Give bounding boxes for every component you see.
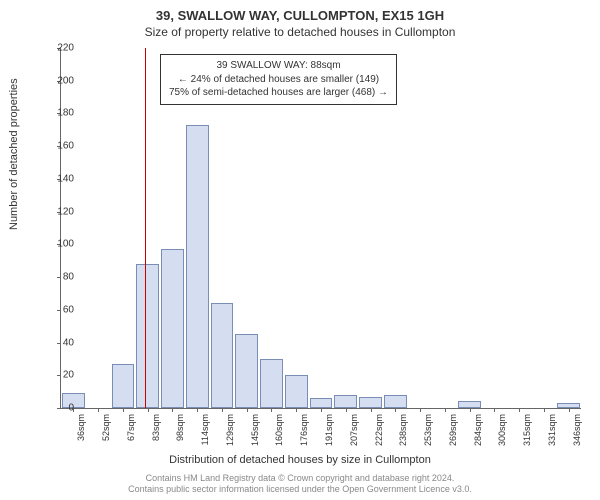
- xtick-label: 222sqm: [374, 414, 384, 446]
- xtick-label: 114sqm: [200, 414, 210, 445]
- ytick-label: 140: [44, 173, 74, 184]
- xtick-label: 176sqm: [299, 414, 309, 446]
- page-subtitle: Size of property relative to detached ho…: [0, 23, 600, 45]
- xtick-label: 238sqm: [398, 414, 408, 446]
- xtick-mark: [222, 408, 223, 412]
- xtick-mark: [271, 408, 272, 412]
- histogram-bar: [112, 364, 135, 408]
- histogram-bar: [260, 359, 283, 408]
- xtick-mark: [569, 408, 570, 412]
- xtick-label: 129sqm: [225, 414, 235, 446]
- histogram-bar: [359, 397, 382, 408]
- xtick-mark: [371, 408, 372, 412]
- xtick-label: 52sqm: [101, 414, 111, 441]
- ytick-label: 40: [44, 337, 74, 348]
- y-axis-label: Number of detached properties: [8, 78, 20, 230]
- histogram-bar: [211, 303, 234, 408]
- info-box: 39 SWALLOW WAY: 88sqm ← 24% of detached …: [160, 54, 397, 105]
- info-line-2: ← 24% of detached houses are smaller (14…: [169, 73, 388, 87]
- xtick-label: 253sqm: [423, 414, 433, 446]
- ytick-label: 100: [44, 239, 74, 250]
- page-title: 39, SWALLOW WAY, CULLOMPTON, EX15 1GH: [0, 0, 600, 23]
- xtick-mark: [494, 408, 495, 412]
- xtick-label: 191sqm: [324, 414, 334, 446]
- xtick-mark: [148, 408, 149, 412]
- histogram-bar: [334, 395, 357, 408]
- xtick-label: 36sqm: [76, 414, 86, 441]
- xtick-label: 145sqm: [250, 414, 260, 446]
- xtick-mark: [172, 408, 173, 412]
- ytick-label: 20: [44, 370, 74, 381]
- histogram-bar: [136, 264, 159, 408]
- footer-line-1: Contains HM Land Registry data © Crown c…: [0, 473, 600, 485]
- xtick-label: 331sqm: [547, 414, 557, 446]
- x-axis-label: Distribution of detached houses by size …: [0, 454, 600, 466]
- xtick-mark: [470, 408, 471, 412]
- histogram-bar: [186, 125, 209, 408]
- info-line-3: 75% of semi-detached houses are larger (…: [169, 86, 388, 100]
- xtick-mark: [321, 408, 322, 412]
- xtick-label: 83sqm: [151, 414, 161, 441]
- xtick-label: 98sqm: [175, 414, 185, 441]
- ytick-label: 0: [44, 403, 74, 414]
- xtick-mark: [395, 408, 396, 412]
- histogram-bar: [285, 375, 308, 408]
- ytick-label: 220: [44, 43, 74, 54]
- xtick-label: 207sqm: [349, 414, 359, 446]
- xtick-mark: [544, 408, 545, 412]
- xtick-label: 269sqm: [448, 414, 458, 446]
- info-line-1: 39 SWALLOW WAY: 88sqm: [169, 59, 388, 73]
- xtick-label: 284sqm: [473, 414, 483, 446]
- xtick-label: 67sqm: [126, 414, 136, 441]
- ytick-label: 180: [44, 108, 74, 119]
- ytick-label: 200: [44, 75, 74, 86]
- footer-line-2: Contains public sector information licen…: [0, 484, 600, 496]
- histogram-bar: [161, 249, 184, 408]
- chart-container: 36sqm52sqm67sqm83sqm98sqm114sqm129sqm145…: [60, 48, 580, 408]
- xtick-mark: [420, 408, 421, 412]
- xtick-mark: [247, 408, 248, 412]
- xtick-mark: [123, 408, 124, 412]
- ytick-label: 80: [44, 272, 74, 283]
- xtick-label: 160sqm: [274, 414, 284, 446]
- ytick-label: 160: [44, 141, 74, 152]
- histogram-bar: [310, 398, 333, 408]
- xtick-label: 315sqm: [522, 414, 532, 446]
- ytick-label: 120: [44, 206, 74, 217]
- xtick-mark: [519, 408, 520, 412]
- xtick-label: 300sqm: [497, 414, 507, 446]
- xtick-label: 346sqm: [572, 414, 582, 446]
- xtick-mark: [98, 408, 99, 412]
- reference-line: [145, 48, 146, 408]
- xtick-mark: [346, 408, 347, 412]
- xtick-mark: [296, 408, 297, 412]
- xtick-mark: [197, 408, 198, 412]
- footer: Contains HM Land Registry data © Crown c…: [0, 473, 600, 496]
- ytick-label: 60: [44, 304, 74, 315]
- xtick-mark: [445, 408, 446, 412]
- histogram-bar: [384, 395, 407, 408]
- histogram-bar: [235, 334, 258, 408]
